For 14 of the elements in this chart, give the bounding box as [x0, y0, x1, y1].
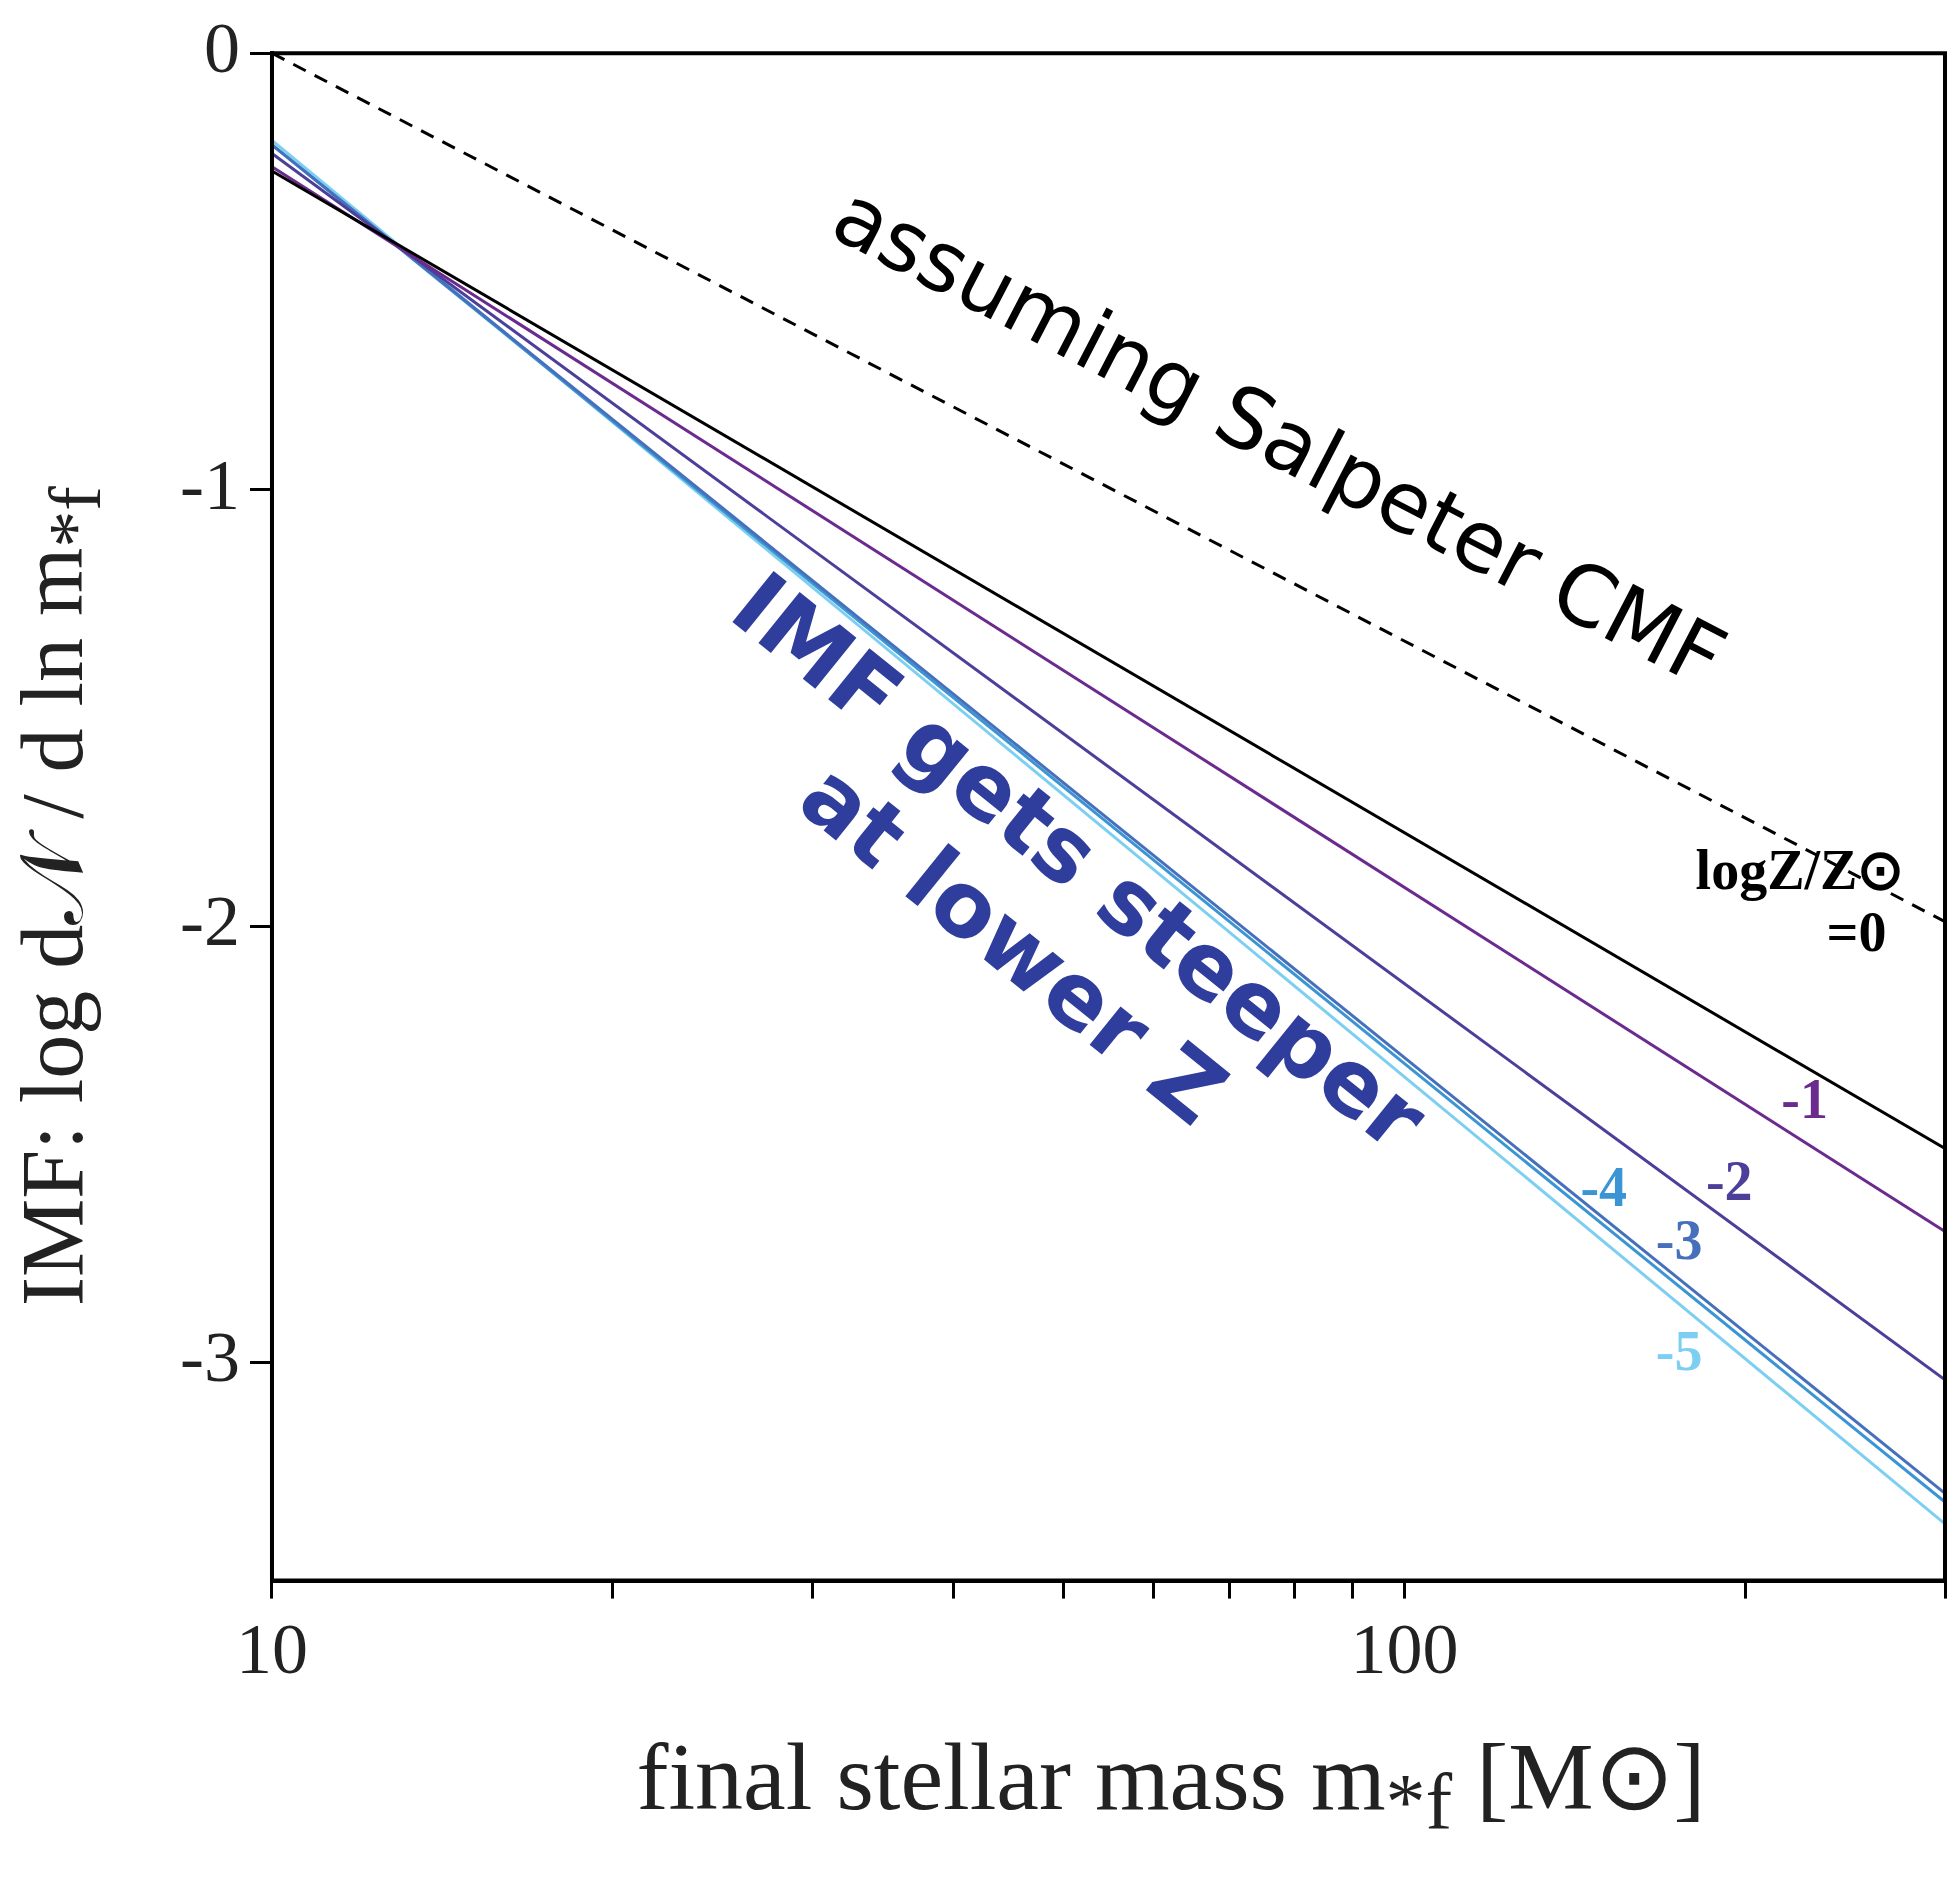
x-tick-label: 100: [1350, 1608, 1459, 1689]
y-tick-label: -3: [179, 1317, 240, 1398]
series-label: -2: [1705, 1150, 1753, 1213]
series-label: -4: [1580, 1155, 1628, 1218]
series-label: =0: [1826, 900, 1887, 963]
y-tick-label: -2: [179, 880, 240, 961]
x-axis-title: final stellar mass m$_{*f}$ [M⊙]: [635, 1722, 1707, 1849]
legend-title: logZ/Z⊙: [1695, 838, 1905, 901]
y-tick-label: 0: [203, 8, 240, 89]
series-label: -1: [1781, 1068, 1828, 1131]
series-label: -5: [1655, 1319, 1703, 1382]
x-tick-label: 10: [235, 1608, 308, 1689]
y-tick-label: -1: [179, 444, 240, 525]
series-label: -3: [1655, 1209, 1703, 1272]
